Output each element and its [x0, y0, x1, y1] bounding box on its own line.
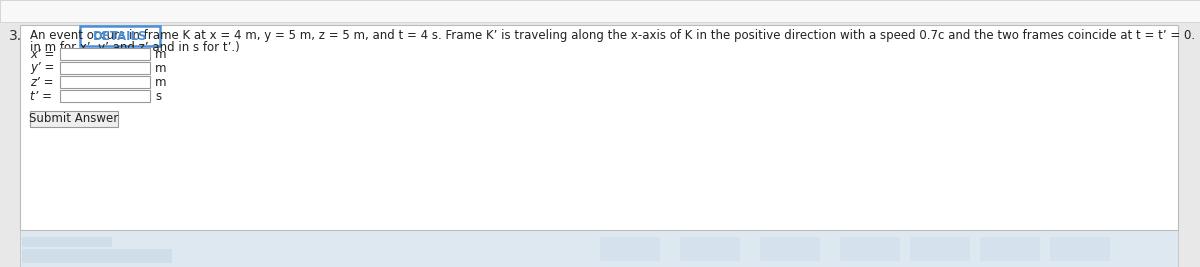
Text: z’ =: z’ = — [30, 76, 54, 88]
Text: Submit Answer: Submit Answer — [29, 112, 119, 125]
Text: m: m — [155, 48, 167, 61]
FancyBboxPatch shape — [600, 237, 660, 261]
FancyBboxPatch shape — [60, 48, 150, 60]
FancyBboxPatch shape — [20, 25, 1178, 230]
FancyBboxPatch shape — [60, 62, 150, 74]
FancyBboxPatch shape — [1050, 237, 1110, 261]
FancyBboxPatch shape — [840, 237, 900, 261]
FancyBboxPatch shape — [760, 237, 820, 261]
FancyBboxPatch shape — [680, 237, 740, 261]
Text: DETAILS: DETAILS — [92, 29, 148, 42]
Text: in m for x’, y’ and z’ and in s for t’.): in m for x’, y’ and z’ and in s for t’.) — [30, 41, 240, 53]
FancyBboxPatch shape — [60, 76, 150, 88]
Text: y’ =: y’ = — [30, 61, 54, 74]
FancyBboxPatch shape — [22, 237, 112, 247]
FancyBboxPatch shape — [980, 237, 1040, 261]
FancyBboxPatch shape — [22, 249, 172, 263]
Text: x’ =: x’ = — [30, 48, 54, 61]
FancyBboxPatch shape — [0, 0, 1200, 22]
Text: m: m — [155, 76, 167, 88]
FancyBboxPatch shape — [20, 230, 1178, 267]
FancyBboxPatch shape — [80, 26, 160, 46]
FancyBboxPatch shape — [910, 237, 970, 261]
Text: An event occurs in frame K at x = 4 m, y = 5 m, z = 5 m, and t = 4 s. Frame K’ i: An event occurs in frame K at x = 4 m, y… — [30, 29, 1200, 41]
Text: m: m — [155, 61, 167, 74]
Text: t’ =: t’ = — [30, 89, 52, 103]
Text: s: s — [155, 89, 161, 103]
Text: 3.: 3. — [10, 29, 22, 43]
FancyBboxPatch shape — [30, 111, 118, 127]
FancyBboxPatch shape — [60, 90, 150, 102]
